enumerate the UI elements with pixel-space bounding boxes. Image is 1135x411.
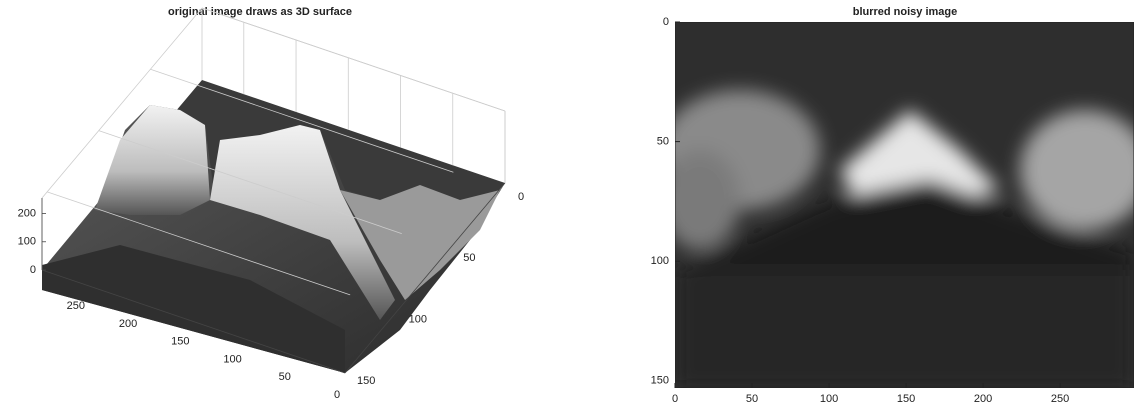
page: original image draws as 3D surface blurr… <box>0 0 1135 411</box>
y-tick-label: 0 <box>518 191 524 203</box>
x-tick-label: 0 <box>672 393 678 405</box>
x-tick-label: 250 <box>1051 393 1069 405</box>
x-tick-label: 200 <box>974 393 992 405</box>
y-tick-label: 50 <box>463 252 475 264</box>
figure: original image draws as 3D surface blurr… <box>0 0 1135 411</box>
chart-title: blurred noisy image <box>853 6 958 18</box>
x-tick-label: 100 <box>223 353 241 365</box>
x-tick-label: 50 <box>279 371 291 383</box>
y-tick-label: 150 <box>651 375 669 387</box>
x-tick-label: 150 <box>897 393 915 405</box>
x-tick-label: 250 <box>67 300 85 312</box>
y-tick-label: 100 <box>651 255 669 267</box>
x-tick-label: 100 <box>820 393 838 405</box>
image <box>660 22 1135 390</box>
x-tick-label: 200 <box>119 318 137 330</box>
surface <box>42 80 505 373</box>
x-tick-label: 50 <box>746 393 758 405</box>
x-tick-label: 150 <box>171 336 189 348</box>
y-tick-label: 0 <box>663 16 669 28</box>
x-tick-label: 0 <box>334 389 340 401</box>
z-tick-label: 100 <box>18 236 36 248</box>
y-tick-label: 150 <box>357 375 375 387</box>
y-tick-label: 100 <box>409 313 427 325</box>
z-tick-label: 0 <box>30 264 36 276</box>
cloud-peak <box>95 105 210 215</box>
z-tick-label: 200 <box>18 207 36 219</box>
y-tick-label: 50 <box>657 136 669 148</box>
